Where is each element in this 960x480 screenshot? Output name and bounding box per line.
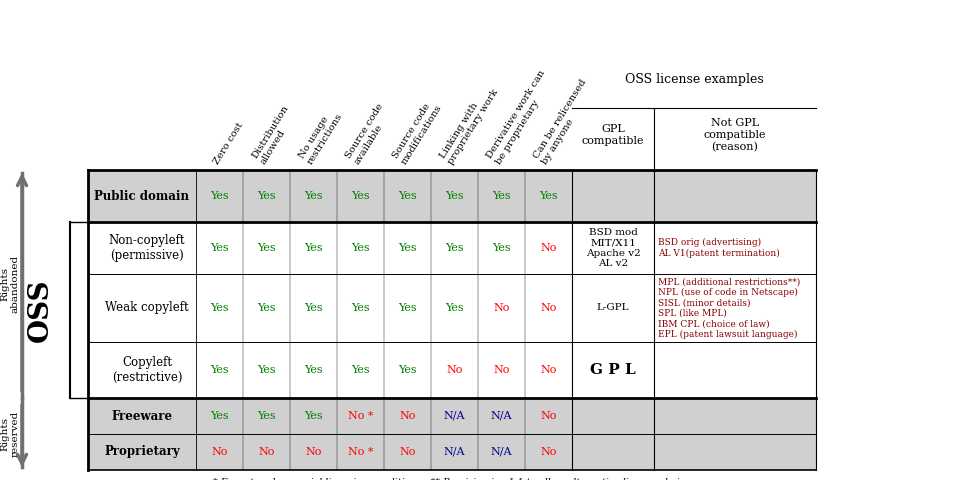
Text: No: No [540, 365, 557, 375]
Text: Yes: Yes [351, 243, 370, 253]
Text: N/A: N/A [491, 447, 513, 457]
Text: N/A: N/A [444, 447, 466, 457]
Text: N/A: N/A [444, 411, 466, 421]
Text: L-GPL: L-GPL [597, 303, 629, 312]
Text: Zero cost: Zero cost [212, 121, 245, 166]
Text: OSS: OSS [27, 278, 54, 342]
Text: Can be relicensed
by anyone: Can be relicensed by anyone [532, 78, 597, 166]
Text: Weak copyleft: Weak copyleft [106, 301, 189, 314]
Text: Yes: Yes [398, 243, 417, 253]
Bar [88, 434, 816, 470]
Text: Yes: Yes [210, 243, 228, 253]
Text: Yes: Yes [257, 365, 276, 375]
Text: Not GPL
compatible
(reason): Not GPL compatible (reason) [704, 118, 766, 152]
Text: Yes: Yes [492, 243, 511, 253]
Text: No: No [399, 411, 416, 421]
Text: OSS license examples: OSS license examples [625, 73, 763, 86]
Text: Yes: Yes [540, 191, 558, 201]
Text: No: No [540, 243, 557, 253]
Text: Distribution
allowed: Distribution allowed [250, 104, 299, 166]
Text: Linking with
proprietary work: Linking with proprietary work [438, 82, 500, 166]
Text: Yes: Yes [210, 411, 228, 421]
Text: Derivative work can
be proprietary: Derivative work can be proprietary [485, 69, 556, 166]
Text: Yes: Yes [351, 191, 370, 201]
Text: No: No [540, 303, 557, 313]
Text: Source code
available: Source code available [344, 102, 394, 166]
Bar [88, 398, 816, 434]
Text: No: No [399, 447, 416, 457]
Text: BSD mod
MIT/X11
Apache v2
AL v2: BSD mod MIT/X11 Apache v2 AL v2 [586, 228, 640, 268]
Text: Yes: Yes [257, 411, 276, 421]
Text: Rights
reserved: Rights reserved [0, 411, 20, 457]
Text: Non-copyleft
(permissive): Non-copyleft (permissive) [108, 234, 185, 262]
Text: Public domain: Public domain [94, 190, 189, 203]
Text: Yes: Yes [398, 303, 417, 313]
Text: Yes: Yes [304, 303, 323, 313]
Text: Yes: Yes [210, 191, 228, 201]
Text: Freeware: Freeware [111, 409, 173, 422]
Bar [88, 170, 816, 222]
Text: Proprietary: Proprietary [104, 445, 180, 458]
Text: No: No [540, 447, 557, 457]
Text: G P L: G P L [590, 363, 636, 377]
Text: Yes: Yes [304, 191, 323, 201]
Text: GPL
compatible: GPL compatible [582, 124, 644, 146]
Text: Yes: Yes [257, 191, 276, 201]
Text: N/A: N/A [491, 411, 513, 421]
Text: BSD orig (advertising)
AL V1(patent termination): BSD orig (advertising) AL V1(patent term… [658, 238, 780, 258]
Text: No: No [305, 447, 322, 457]
Bar [88, 222, 816, 274]
Text: Yes: Yes [351, 365, 370, 375]
Text: Yes: Yes [304, 243, 323, 253]
Text: Yes: Yes [210, 303, 228, 313]
Bar [88, 342, 816, 398]
Text: Yes: Yes [257, 303, 276, 313]
Text: Copyleft
(restrictive): Copyleft (restrictive) [111, 356, 182, 384]
Text: No usage
restrictions: No usage restrictions [297, 106, 345, 166]
Text: No: No [540, 411, 557, 421]
Text: No: No [446, 365, 463, 375]
Text: Yes: Yes [445, 243, 464, 253]
Text: Yes: Yes [445, 303, 464, 313]
Text: No: No [493, 303, 510, 313]
Text: Rights
abandoned: Rights abandoned [0, 255, 20, 313]
Text: Yes: Yes [492, 191, 511, 201]
Text: No: No [211, 447, 228, 457]
Text: * Except under special licensing conditions - ** Provision in v1.1 to allow alte: * Except under special licensing conditi… [213, 478, 691, 480]
Text: No: No [493, 365, 510, 375]
Text: Yes: Yes [445, 191, 464, 201]
Text: Yes: Yes [351, 303, 370, 313]
Text: Yes: Yes [398, 191, 417, 201]
Text: No *: No * [348, 411, 373, 421]
Text: No: No [258, 447, 275, 457]
Text: Yes: Yes [304, 411, 323, 421]
Text: No *: No * [348, 447, 373, 457]
Text: MPL (additional restrictions**)
NPL (use of code in Netscape)
SISL (minor detail: MPL (additional restrictions**) NPL (use… [658, 277, 801, 339]
Text: Yes: Yes [210, 365, 228, 375]
Text: Yes: Yes [398, 365, 417, 375]
Text: Yes: Yes [304, 365, 323, 375]
Text: Source code
modifications: Source code modifications [391, 97, 444, 166]
Bar [88, 274, 816, 342]
Text: Yes: Yes [257, 243, 276, 253]
